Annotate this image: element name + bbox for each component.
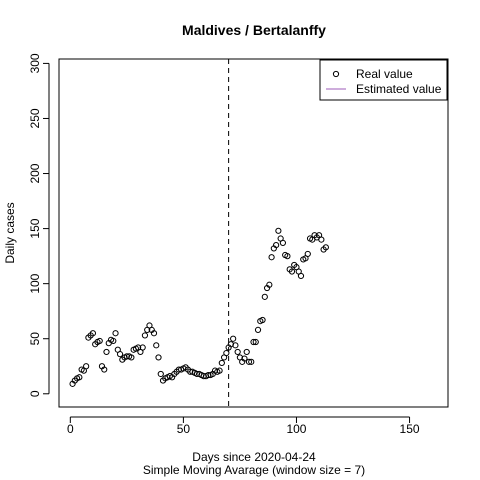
- data-point: [288, 268, 296, 275]
- data-point: [150, 330, 158, 337]
- data-point: [243, 348, 250, 356]
- data-point: [110, 337, 117, 345]
- data-point: [234, 348, 241, 356]
- legend-label-estimated: Estimated value: [356, 82, 442, 96]
- y-tick-label: 250: [28, 108, 42, 128]
- data-point: [250, 338, 257, 346]
- data-point: [273, 242, 280, 249]
- y-tick-label: 150: [28, 218, 42, 238]
- data-point: [216, 367, 223, 374]
- x-tick-label: 150: [400, 422, 420, 436]
- x-tick-label: 0: [67, 422, 74, 436]
- x-tick-label: 100: [286, 422, 306, 436]
- data-point: [128, 354, 135, 361]
- data-point: [322, 244, 329, 251]
- x-axis-sublabel: Simple Moving Avarage (window size = 7): [143, 463, 365, 477]
- data-point: [116, 351, 124, 358]
- data-point: [89, 330, 97, 337]
- data-point: [252, 338, 259, 346]
- chart-title: Maldives / Bertalanffy: [182, 22, 326, 38]
- data-point: [284, 253, 291, 260]
- data-point: [218, 359, 225, 367]
- y-tick-label: 200: [28, 163, 42, 183]
- y-tick-label: 100: [28, 273, 42, 293]
- legend-box: [319, 59, 448, 101]
- data-point: [96, 337, 103, 345]
- data-point: [266, 281, 273, 288]
- data-point: [245, 358, 253, 365]
- data-point: [155, 354, 162, 361]
- y-tick-label: 50: [28, 332, 42, 346]
- data-point: [248, 358, 255, 365]
- data-point: [101, 366, 108, 373]
- data-point: [304, 250, 311, 258]
- data-point: [103, 348, 110, 356]
- axes: 0 50 100 150 0 50 100 150 200 250 300: [28, 53, 420, 436]
- legend-point-marker: [332, 70, 340, 78]
- plot-frame: [58, 58, 449, 408]
- data-point: [76, 374, 83, 381]
- data-point: [141, 332, 149, 339]
- data-point: [139, 344, 146, 351]
- data-point: [261, 293, 268, 300]
- data-point: [259, 316, 266, 324]
- data-points: [69, 227, 329, 387]
- data-point: [241, 355, 248, 362]
- data-point: [232, 342, 239, 349]
- data-point: [254, 326, 262, 334]
- x-axis-label: Days since 2020-04-24: [192, 450, 316, 464]
- data-point: [297, 272, 305, 280]
- data-point: [157, 370, 164, 378]
- y-axis-label: Daily cases: [3, 202, 17, 263]
- y-tick-label: 300: [28, 53, 42, 73]
- data-point: [230, 335, 237, 342]
- x-tick-label: 50: [177, 422, 191, 436]
- legend: Real value Estimated value: [319, 59, 448, 101]
- data-point: [279, 239, 286, 247]
- data-point: [318, 236, 325, 243]
- y-tick-label: 0: [28, 390, 42, 397]
- data-point: [268, 254, 275, 261]
- data-point: [153, 342, 160, 349]
- data-point: [112, 330, 119, 337]
- data-point: [83, 363, 90, 370]
- data-point: [223, 349, 230, 357]
- legend-label-real: Real value: [356, 67, 413, 81]
- data-point: [275, 227, 282, 234]
